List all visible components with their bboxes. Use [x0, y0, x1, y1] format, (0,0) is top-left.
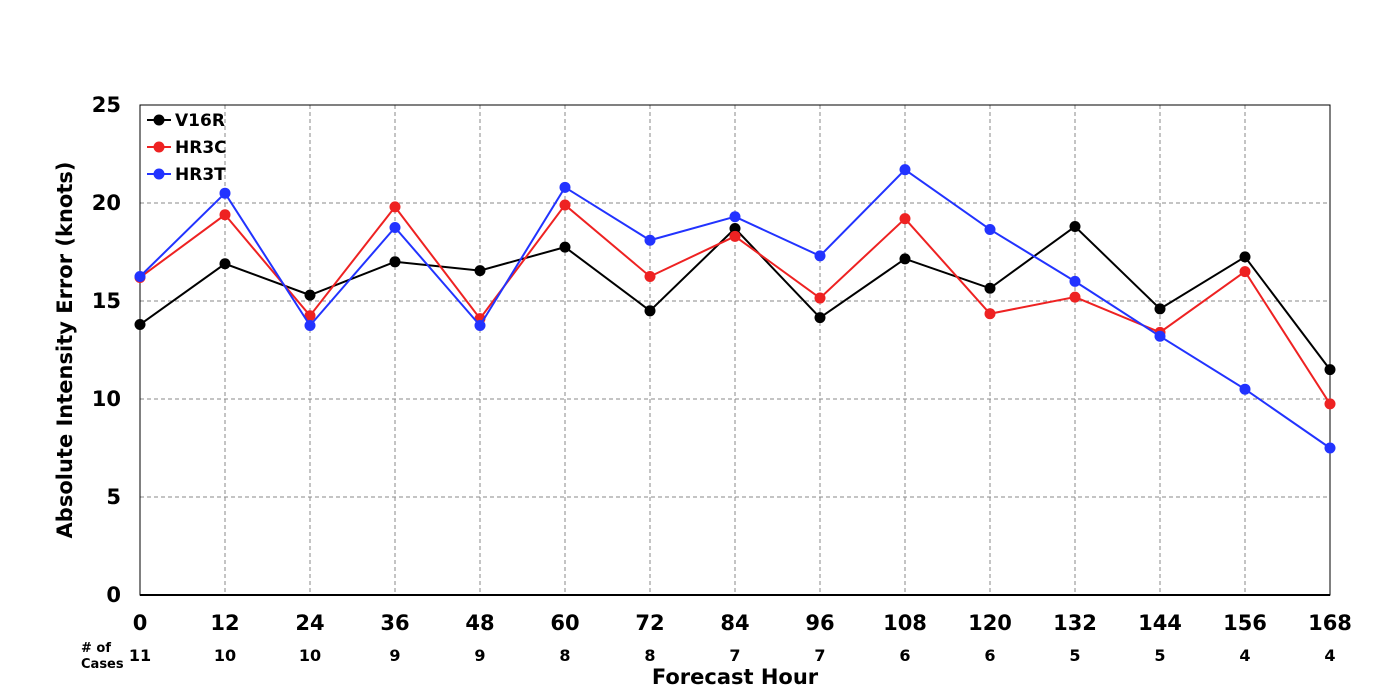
data-point-hr3c — [304, 310, 316, 322]
x-tick-label: 120 — [968, 611, 1012, 635]
data-point-hr3t — [899, 164, 911, 176]
x-tick-label: 0 — [133, 611, 148, 635]
y-tick-label: 5 — [106, 485, 121, 509]
data-point-hr3t — [474, 320, 486, 331]
series-layer — [134, 164, 1336, 454]
cases-value: 8 — [559, 646, 570, 665]
cases-value: 10 — [214, 646, 236, 665]
x-tick-label: 84 — [720, 611, 749, 635]
data-point-v16r — [1324, 364, 1336, 376]
x-tick-label: 36 — [380, 611, 409, 635]
gridlines — [140, 105, 1330, 596]
data-point-v16r — [474, 265, 486, 277]
x-tick-label: 96 — [805, 611, 834, 635]
data-point-hr3c — [389, 201, 401, 213]
data-point-hr3c — [729, 230, 741, 242]
data-point-hr3t — [389, 222, 401, 233]
data-point-hr3t — [984, 223, 996, 235]
x-tick-label: 48 — [465, 611, 494, 635]
data-point-hr3t — [1324, 442, 1336, 454]
data-point-v16r — [1069, 221, 1081, 233]
data-point-v16r — [559, 241, 571, 253]
x-tick-label: 12 — [210, 611, 239, 635]
data-point-hr3c — [559, 199, 571, 211]
data-point-hr3t — [729, 211, 741, 223]
cases-row: # of Cases 11 10 10 9 9 8 8 7 7 6 6 5 5 4 4 — [81, 641, 1336, 672]
data-point-v16r — [644, 305, 656, 317]
data-point-v16r — [984, 282, 996, 294]
legend-marker-hr3t — [153, 168, 165, 180]
data-point-v16r — [814, 312, 826, 324]
cases-value: 6 — [984, 646, 995, 665]
y-axis-title: Absolute Intensity Error (knots) — [53, 162, 77, 539]
data-point-v16r — [134, 319, 146, 331]
x-tick-label: 144 — [1138, 611, 1182, 635]
data-point-hr3t — [1154, 330, 1166, 342]
y-tick-label: 20 — [92, 191, 121, 215]
x-tick-label: 60 — [550, 611, 579, 635]
data-point-v16r — [1239, 251, 1251, 263]
data-point-v16r — [304, 289, 316, 301]
x-tick-label: 24 — [295, 611, 324, 635]
data-point-v16r — [899, 253, 911, 265]
data-point-hr3t — [1069, 275, 1081, 287]
data-point-hr3c — [984, 308, 996, 320]
data-point-hr3t — [219, 187, 231, 199]
legend: V16R HR3C HR3T — [147, 111, 227, 185]
cases-value: 7 — [729, 646, 740, 665]
legend-label-v16r: V16R — [175, 111, 225, 131]
x-tick-label: 72 — [635, 611, 664, 635]
legend-marker-hr3c — [153, 141, 165, 153]
y-tick-label: 0 — [106, 583, 121, 607]
x-tick-label: 108 — [883, 611, 927, 635]
cases-value: 11 — [129, 646, 151, 665]
data-point-hr3c — [1239, 266, 1251, 278]
x-tick-label: 132 — [1053, 611, 1097, 635]
x-axis-title: Forecast Hour — [652, 665, 819, 689]
data-point-v16r — [219, 258, 231, 270]
data-point-hr3c — [1324, 398, 1336, 410]
y-tick-label: 15 — [92, 289, 121, 313]
data-point-hr3t — [814, 250, 826, 262]
data-point-hr3t — [644, 234, 656, 246]
data-point-hr3c — [219, 209, 231, 221]
x-tick-label: 156 — [1223, 611, 1267, 635]
y-tick-label: 10 — [92, 387, 121, 411]
data-point-hr3c — [899, 213, 911, 225]
x-tick-labels: 0 12 24 36 48 60 72 84 96 108 120 132 144 156 168 — [133, 611, 1352, 635]
cases-value: 9 — [389, 646, 400, 665]
data-point-hr3c — [644, 271, 656, 282]
cases-value: 5 — [1069, 646, 1080, 665]
cases-value: 4 — [1324, 646, 1335, 665]
plot-area-frame — [139, 104, 1331, 596]
data-point-v16r — [1154, 303, 1166, 315]
data-point-hr3t — [304, 320, 316, 331]
legend-label-hr3c: HR3C — [175, 138, 227, 158]
data-point-hr3c — [1069, 291, 1081, 303]
data-point-hr3t — [559, 181, 571, 193]
data-point-v16r — [729, 222, 741, 234]
y-tick-label: 25 — [92, 93, 121, 117]
cases-value: 7 — [814, 646, 825, 665]
data-point-v16r — [389, 256, 401, 268]
cases-value: 10 — [299, 646, 321, 665]
cases-label-line2: Cases — [81, 657, 124, 672]
x-tick-label: 168 — [1308, 611, 1352, 635]
cases-value: 4 — [1239, 646, 1250, 665]
cases-value: 6 — [899, 646, 910, 665]
cases-value: 5 — [1154, 646, 1165, 665]
cases-label-line1: # of — [81, 641, 111, 656]
y-tick-labels: 0 5 10 15 20 25 — [92, 93, 121, 607]
data-point-hr3t — [134, 271, 146, 282]
data-point-hr3t — [1239, 383, 1251, 395]
cases-value: 8 — [644, 646, 655, 665]
data-point-hr3c — [814, 292, 826, 304]
cases-value: 9 — [474, 646, 485, 665]
legend-label-hr3t: HR3T — [175, 165, 226, 185]
legend-marker-v16r — [153, 114, 165, 126]
